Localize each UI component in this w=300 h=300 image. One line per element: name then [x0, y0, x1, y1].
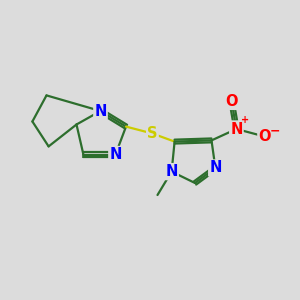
Text: N: N: [230, 122, 243, 136]
Text: N: N: [209, 160, 222, 175]
Text: O: O: [258, 129, 271, 144]
Text: −: −: [270, 124, 280, 138]
Text: N: N: [109, 147, 122, 162]
Text: N: N: [94, 103, 107, 118]
Text: N: N: [165, 164, 178, 179]
Text: +: +: [241, 115, 250, 125]
Text: O: O: [225, 94, 238, 109]
Text: S: S: [147, 126, 158, 141]
